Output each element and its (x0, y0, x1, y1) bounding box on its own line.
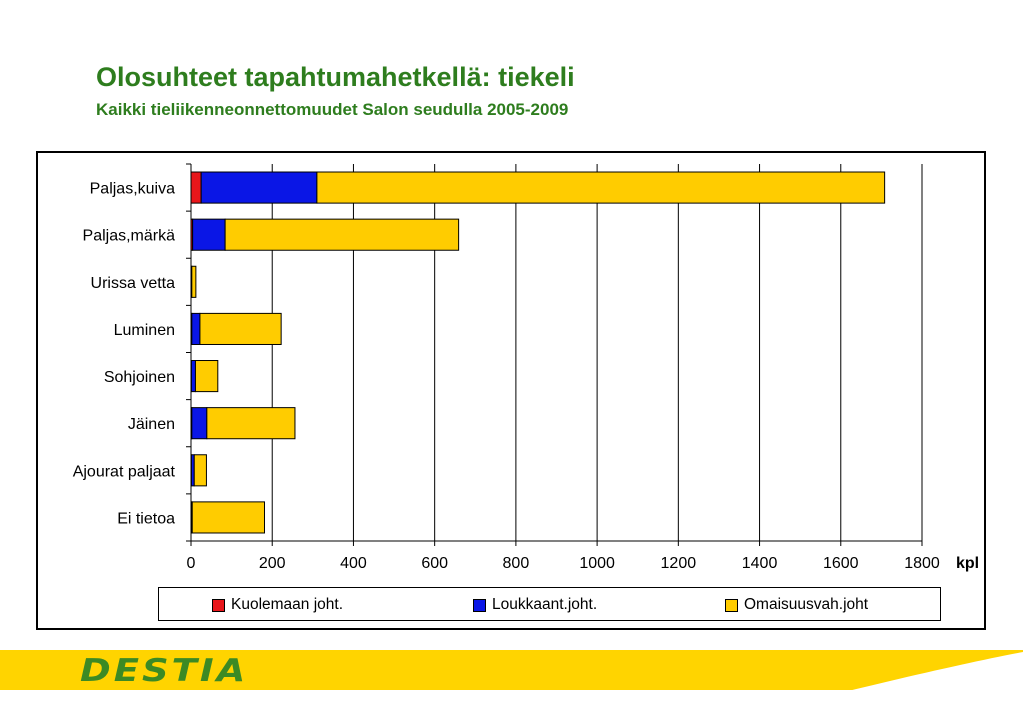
bar-segment (200, 171, 318, 204)
legend-item-loukkaant: Loukkaant.joht. (473, 595, 597, 615)
chart-subtitle: Kaikki tieliikenneonnettomuudet Salon se… (96, 100, 569, 119)
category-label: Ei tietoa (117, 510, 175, 527)
bar-segment (191, 312, 201, 345)
footer-strip (0, 690, 1023, 708)
bar-segment (194, 360, 219, 393)
x-tick-label: 800 (503, 555, 530, 572)
legend-swatch-omaisuusvah (725, 598, 738, 612)
bar-segment (192, 218, 226, 251)
x-tick-label: 600 (421, 555, 448, 572)
bar-segment (191, 407, 208, 440)
chart-title: Olosuhteet tapahtumahetkellä: tiekeli (96, 62, 575, 92)
legend-label-omaisuusvah: Omaisuusvah.joht (744, 596, 869, 613)
category-label: Paljas,märkä (83, 228, 176, 245)
category-label: Ajourat paljaat (73, 463, 176, 480)
category-label: Luminen (114, 322, 175, 339)
legend-item-kuolemaan: Kuolemaan joht. (212, 595, 343, 615)
bar-segment (191, 501, 266, 534)
bar-segment (316, 171, 886, 204)
chart-legend: Kuolemaan joht. Loukkaant.joht. Omaisuus… (158, 587, 941, 621)
x-tick-label: 200 (259, 555, 286, 572)
x-tick-label: 0 (187, 555, 196, 572)
x-tick-label: 1000 (579, 555, 615, 572)
bar-segment (206, 407, 296, 440)
legend-swatch-kuolemaan (212, 598, 225, 612)
destia-logo: DESTIA (80, 652, 249, 689)
legend-label-kuolemaan: Kuolemaan joht. (231, 596, 344, 613)
bar-segment (199, 312, 282, 345)
x-tick-label: 1400 (742, 555, 778, 572)
bar-segment (224, 218, 460, 251)
legend-label-loukkaant: Loukkaant.joht. (492, 596, 598, 613)
x-tick-label: 1800 (904, 555, 940, 572)
category-label: Paljas,kuiva (90, 181, 175, 198)
bar-segment (193, 454, 207, 487)
category-label: Jäinen (128, 416, 175, 433)
category-label: Sohjoinen (104, 369, 175, 386)
x-tick-label: 400 (340, 555, 367, 572)
legend-item-omaisuusvah: Omaisuusvah.joht (725, 595, 868, 615)
footer-band (0, 650, 1023, 690)
bar-segment (190, 171, 202, 204)
bar-segment (191, 265, 197, 298)
legend-swatch-loukkaant (473, 598, 486, 612)
category-label: Urissa vetta (91, 275, 176, 292)
x-tick-label: 1200 (661, 555, 697, 572)
bar-segment (190, 360, 196, 393)
x-axis-label: kpl (956, 555, 979, 572)
x-tick-label: 1600 (823, 555, 859, 572)
